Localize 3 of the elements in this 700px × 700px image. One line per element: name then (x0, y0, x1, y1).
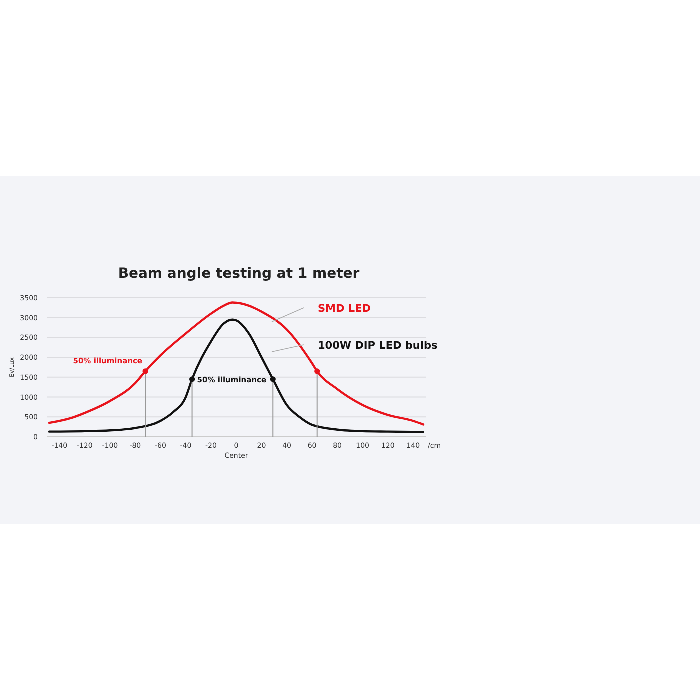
chart-title: Beam angle testing at 1 meter (118, 266, 360, 282)
text: SMD LED (318, 303, 372, 315)
text: 100W DIP LED bulbs (318, 340, 438, 352)
